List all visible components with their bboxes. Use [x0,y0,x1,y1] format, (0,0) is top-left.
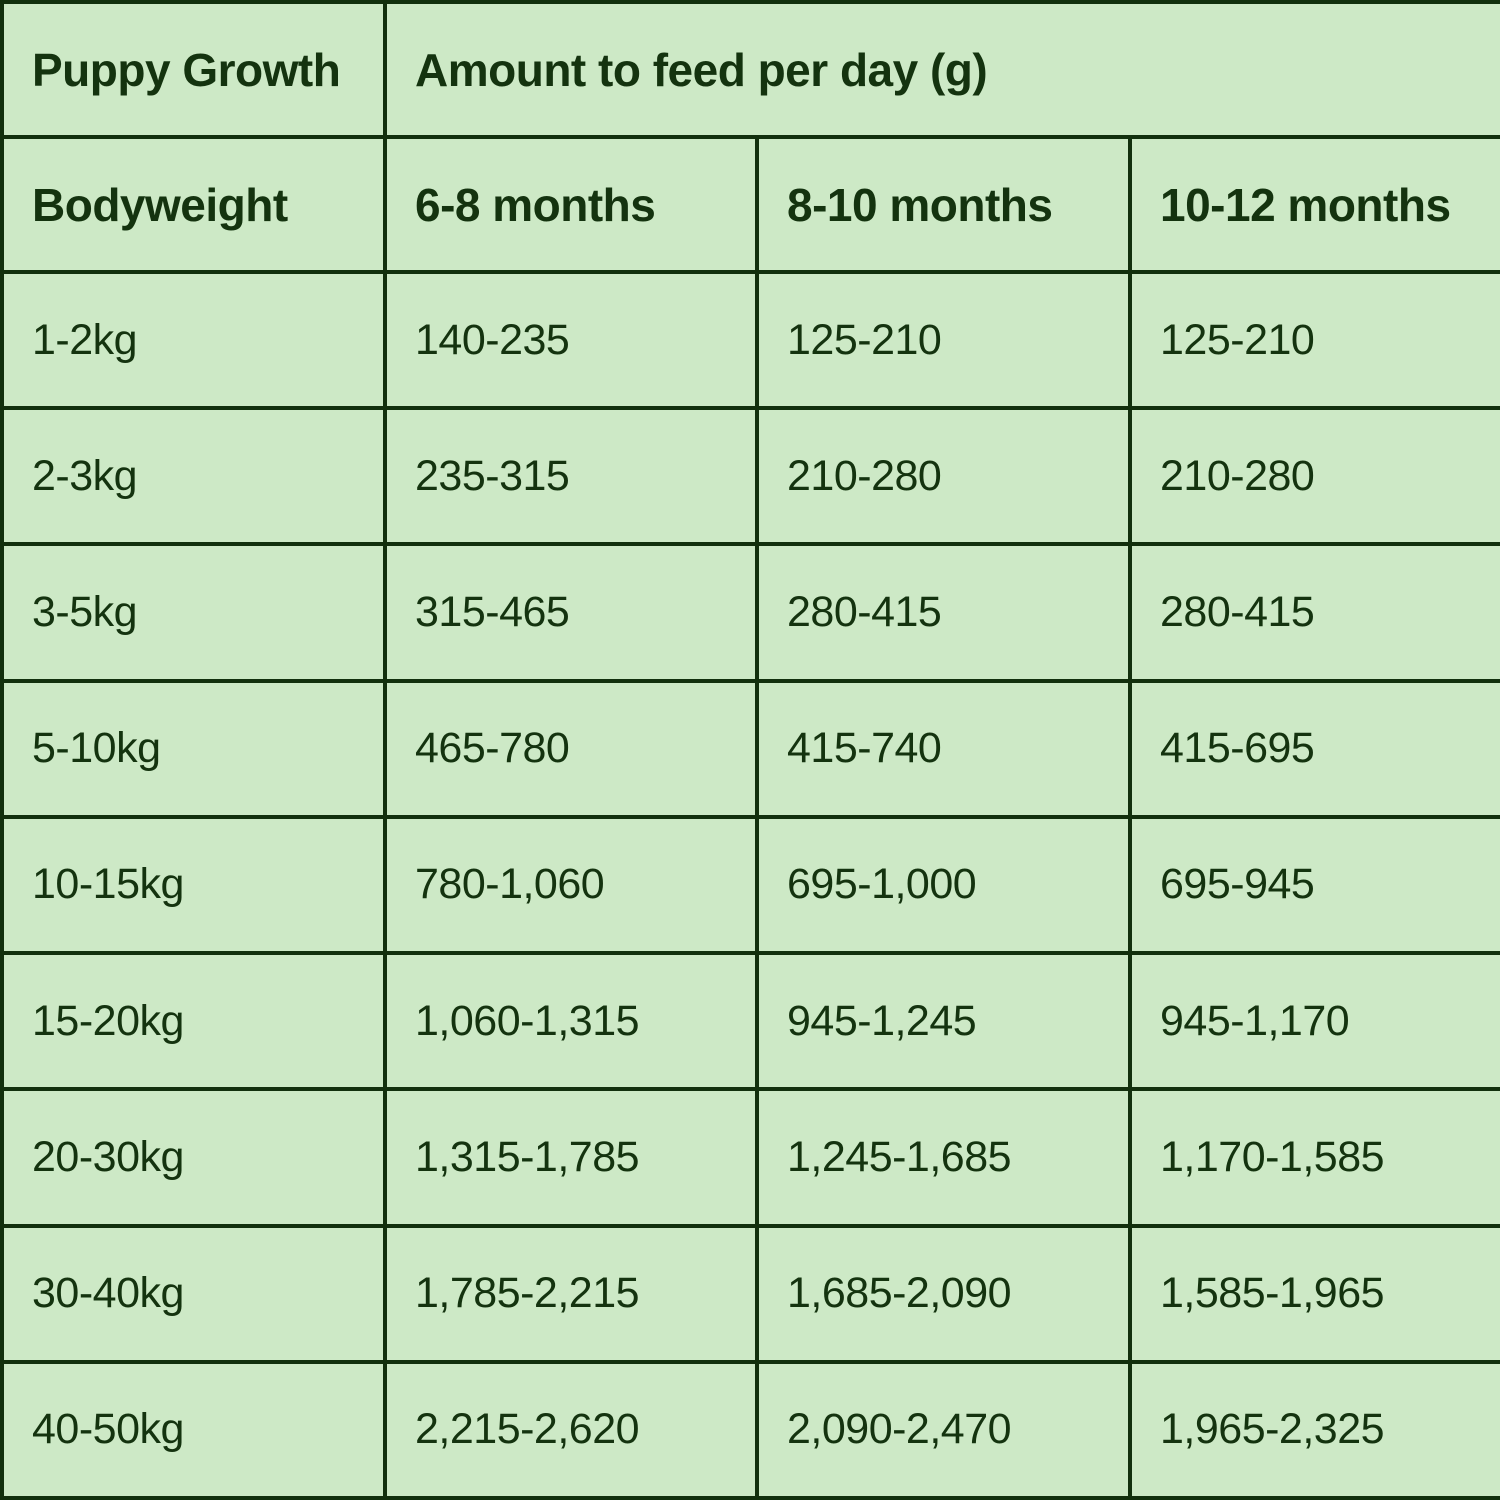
table-row: 3-5kg 315-465 280-415 280-415 [0,542,1500,683]
col-header-8-10-months: 8-10 months [755,135,1132,274]
amount-cell: 2,090-2,470 [755,1359,1132,1500]
col-header-6-8-months: 6-8 months [383,135,759,274]
amount-cell: 1,315-1,785 [383,1087,759,1228]
amount-cell: 125-210 [755,269,1132,411]
table-row: 20-30kg 1,315-1,785 1,245-1,685 1,170-1,… [0,1087,1500,1228]
table-row: 40-50kg 2,215-2,620 2,090-2,470 1,965-2,… [0,1359,1500,1500]
group-header-amount-per-day: Amount to feed per day (g) [382,0,1500,139]
corner-header-puppy-growth: Puppy Growth [0,0,387,139]
amount-cell: 945-1,170 [1127,951,1500,1092]
table-row: 1-2kg 140-235 125-210 125-210 [0,269,1500,411]
amount-cell: 210-280 [755,406,1132,547]
amount-cell: 465-780 [383,678,759,819]
bodyweight-cell: 5-10kg [0,678,387,819]
amount-cell: 695-1,000 [755,814,1132,956]
amount-cell: 210-280 [1127,406,1500,547]
bodyweight-cell: 1-2kg [0,269,387,411]
amount-cell: 1,585-1,965 [1127,1223,1500,1364]
amount-cell: 2,215-2,620 [383,1359,759,1500]
table-row: 10-15kg 780-1,060 695-1,000 695-945 [0,814,1500,956]
amount-cell: 1,785-2,215 [383,1223,759,1364]
bodyweight-cell: 15-20kg [0,951,387,1092]
amount-cell: 280-415 [755,542,1132,683]
col-header-10-12-months: 10-12 months [1127,135,1500,274]
table-row: 5-10kg 465-780 415-740 415-695 [0,678,1500,819]
amount-cell: 415-740 [755,678,1132,819]
bodyweight-cell: 3-5kg [0,542,387,683]
amount-cell: 140-235 [383,269,759,411]
bodyweight-cell: 10-15kg [0,814,387,956]
amount-cell: 315-465 [383,542,759,683]
amount-cell: 1,060-1,315 [383,951,759,1092]
bodyweight-cell: 20-30kg [0,1087,387,1228]
amount-cell: 1,685-2,090 [755,1223,1132,1364]
table-title-row: Puppy Growth Amount to feed per day (g) [0,0,1500,139]
amount-cell: 125-210 [1127,269,1500,411]
amount-cell: 415-695 [1127,678,1500,819]
bodyweight-cell: 40-50kg [0,1359,387,1500]
table-row: 15-20kg 1,060-1,315 945-1,245 945-1,170 [0,951,1500,1092]
table-row: 2-3kg 235-315 210-280 210-280 [0,406,1500,547]
table-row: 30-40kg 1,785-2,215 1,685-2,090 1,585-1,… [0,1223,1500,1364]
bodyweight-cell: 2-3kg [0,406,387,547]
amount-cell: 280-415 [1127,542,1500,683]
amount-cell: 1,170-1,585 [1127,1087,1500,1228]
col-header-bodyweight: Bodyweight [0,135,387,274]
bodyweight-cell: 30-40kg [0,1223,387,1364]
amount-cell: 780-1,060 [383,814,759,956]
amount-cell: 235-315 [383,406,759,547]
amount-cell: 945-1,245 [755,951,1132,1092]
amount-cell: 1,965-2,325 [1127,1359,1500,1500]
amount-cell: 695-945 [1127,814,1500,956]
amount-cell: 1,245-1,685 [755,1087,1132,1228]
column-header-row: Bodyweight 6-8 months 8-10 months 10-12 … [0,135,1500,274]
